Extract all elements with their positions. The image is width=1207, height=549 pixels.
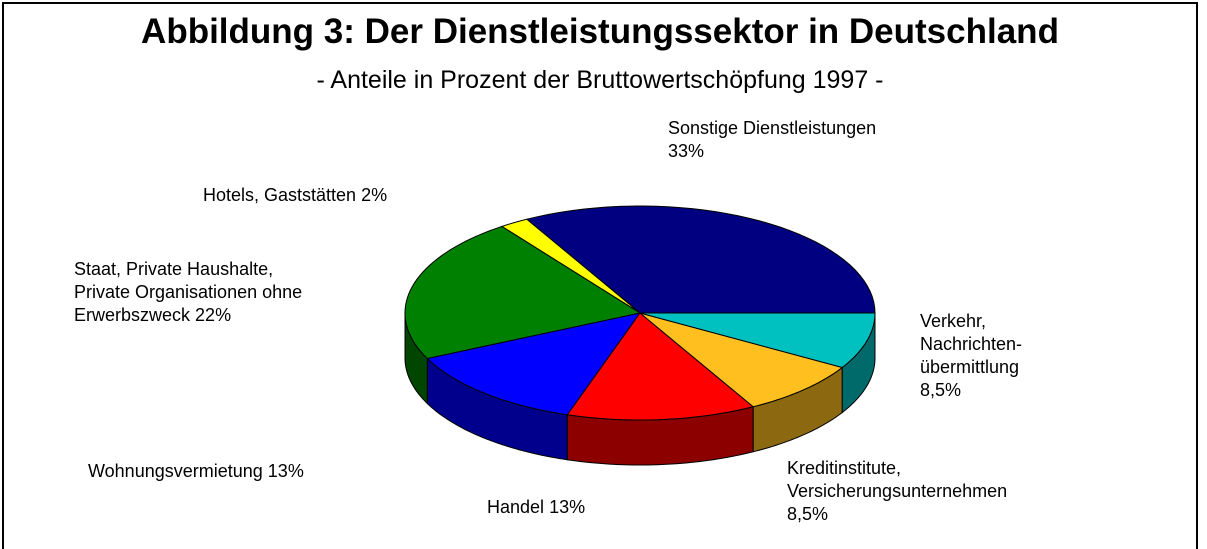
slice-label: Kreditinstitute, Versicherungsunternehme… [787,457,1022,526]
pie-slice [525,205,876,314]
pie-slice [426,312,642,416]
slice-name: Verkehr, Nachrichten-übermittlung [920,311,1023,377]
slice-value: 2% [361,185,388,205]
slice-name: Kreditinstitute, Versicherungsunternehme… [787,458,1008,501]
chart-title: Abbildung 3: Der Dienstleistungssektor i… [141,12,1059,51]
slice-value: 13% [549,497,586,517]
slice-label: Verkehr, Nachrichten-übermittlung 8,5% [920,310,1045,402]
slice-label: Handel 13% [487,496,687,519]
slice-value: 8,5% [787,504,829,524]
chart-subtitle: - Anteile in Prozent der Bruttowertschöp… [316,66,884,94]
slice-value: 13% [267,461,304,481]
slice-label: Hotels, Gaststätten 2% [203,184,503,207]
slice-value: 22% [195,305,232,325]
slice-name: Handel [487,497,545,517]
pie-slice [639,312,844,408]
pie-slice [500,218,641,314]
slice-label: Staat, Private Haushalte, Private Organi… [74,258,314,327]
slice-value: 33% [668,141,705,161]
pie-slice [566,312,755,421]
slice-label: Sonstige Dienstleistungen 33% [668,117,968,163]
slice-name: Wohnungsvermietung [88,461,263,481]
slice-name: Sonstige Dienstleistungen [668,118,877,138]
slice-name: Staat, Private Haushalte, Private Organi… [74,259,303,325]
slice-label: Wohnungsvermietung 13% [88,460,408,483]
slice-value: 8,5% [920,380,962,400]
pie-slice [639,312,876,369]
slice-name: Hotels, Gaststätten [203,185,357,205]
